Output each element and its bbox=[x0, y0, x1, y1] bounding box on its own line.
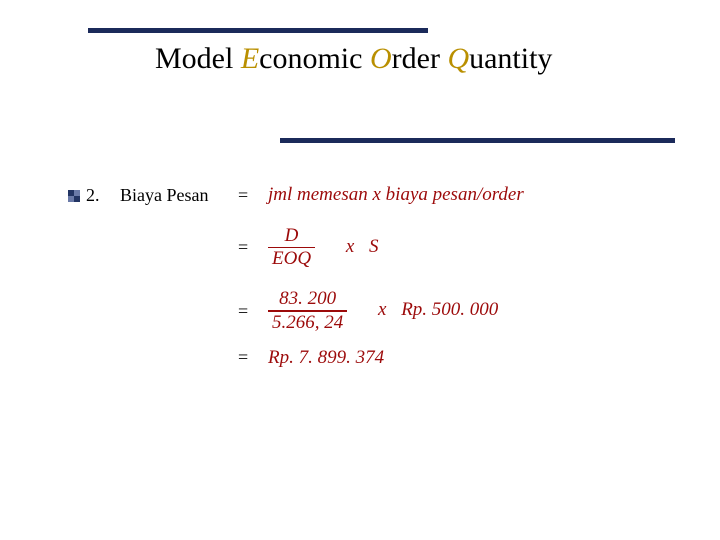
multiply-val: Rp. 500. 000 bbox=[401, 299, 498, 320]
fraction-bot: EOQ bbox=[268, 248, 315, 269]
fraction: D EOQ bbox=[268, 226, 315, 269]
slide: Model Economic Order Quantity 2. Biaya P… bbox=[0, 0, 720, 540]
equation-line-3: = 83. 200 5.266, 24 x Rp. 500. 000 bbox=[238, 289, 524, 332]
bullet-icon bbox=[68, 190, 80, 202]
multiply-x: x bbox=[346, 236, 354, 257]
fraction-top: 83. 200 bbox=[275, 289, 340, 310]
multiply-x: x bbox=[378, 299, 386, 320]
fraction: 83. 200 5.266, 24 bbox=[268, 289, 347, 332]
title-o: O bbox=[370, 42, 392, 75]
equals-sign: = bbox=[238, 301, 268, 322]
top-rule bbox=[88, 28, 428, 33]
slide-title: Model Economic Order Quantity bbox=[155, 42, 552, 76]
title-q: Q bbox=[447, 42, 469, 75]
equals-sign: = bbox=[238, 237, 268, 258]
equals-sign: = bbox=[238, 347, 268, 368]
fraction-bot: 5.266, 24 bbox=[268, 312, 347, 333]
equation-line-2: = D EOQ x S bbox=[238, 226, 524, 269]
title-part1: Model bbox=[155, 42, 241, 75]
multiply-val: S bbox=[369, 236, 379, 257]
rhs-fraction-3: 83. 200 5.266, 24 x Rp. 500. 000 bbox=[268, 289, 498, 332]
equation-line-1: 2. Biaya Pesan = jml memesan x biaya pes… bbox=[86, 184, 524, 206]
title-part3: rder bbox=[392, 42, 448, 75]
title-part2: conomic bbox=[259, 42, 370, 75]
rhs-fraction-2: D EOQ x S bbox=[268, 226, 379, 269]
fraction-top: D bbox=[281, 226, 303, 247]
mid-rule bbox=[280, 138, 675, 143]
rhs-text-1: jml memesan x biaya pesan/order bbox=[268, 184, 524, 206]
rhs-result: Rp. 7. 899. 374 bbox=[268, 347, 384, 369]
equals-sign: = bbox=[238, 185, 268, 206]
equation-block: 2. Biaya Pesan = jml memesan x biaya pes… bbox=[86, 184, 524, 389]
title-e: E bbox=[241, 42, 259, 75]
title-part4: uantity bbox=[469, 42, 552, 75]
equation-line-4: = Rp. 7. 899. 374 bbox=[238, 347, 524, 369]
item-number: 2. bbox=[86, 185, 120, 206]
item-label: Biaya Pesan bbox=[120, 185, 238, 206]
